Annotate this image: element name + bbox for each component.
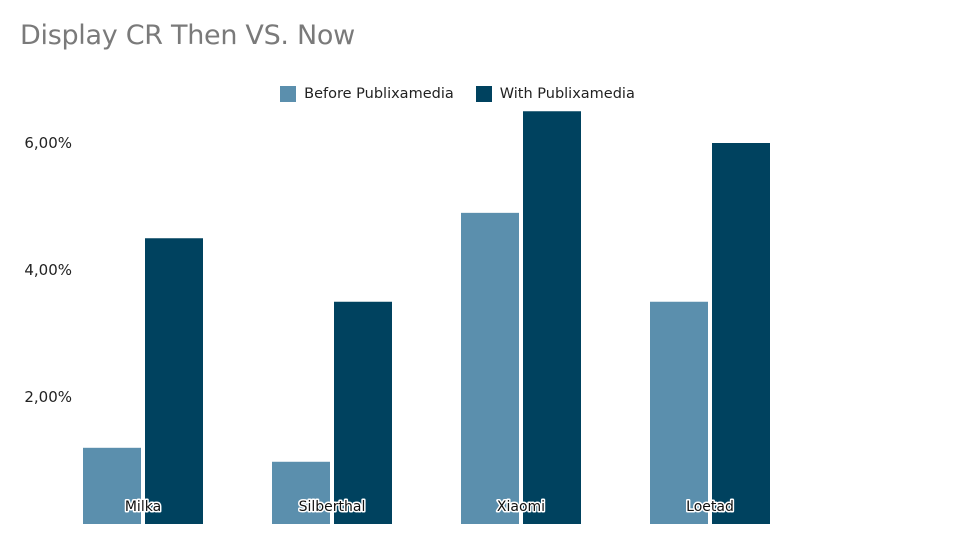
bar-xiaomi-with [523, 111, 581, 524]
bar-silberthal-with [334, 301, 392, 524]
bar-loetad-before [650, 301, 708, 524]
y-tick-label: 4,00% [24, 261, 72, 279]
bar-milka-with [145, 238, 203, 524]
legend-item-before: Before Publixamedia [280, 86, 454, 102]
bar-loetad-with [712, 143, 770, 524]
legend-swatch-before [280, 86, 297, 102]
x-category-label: Silberthal [299, 499, 366, 515]
bar-milka-before [83, 447, 141, 524]
x-category-label: Xiaomi [497, 499, 545, 515]
legend-label-before: Before Publixamedia [304, 86, 454, 102]
legend-item-with: With Publixamedia [475, 86, 635, 102]
y-tick-label: 6,00% [24, 134, 72, 152]
x-category-label: Milka [125, 499, 161, 515]
y-tick-label: 2,00% [24, 388, 72, 406]
bar-xiaomi-before [461, 212, 519, 524]
chart-title: Display CR Then VS. Now [20, 20, 355, 51]
x-category-label: Loetad [686, 499, 734, 515]
bar-silberthal-before [272, 461, 330, 524]
legend-swatch-with [475, 86, 492, 102]
chart-legend: Before Publixamedia With Publixamedia [0, 86, 960, 102]
legend-label-with: With Publixamedia [499, 86, 635, 102]
